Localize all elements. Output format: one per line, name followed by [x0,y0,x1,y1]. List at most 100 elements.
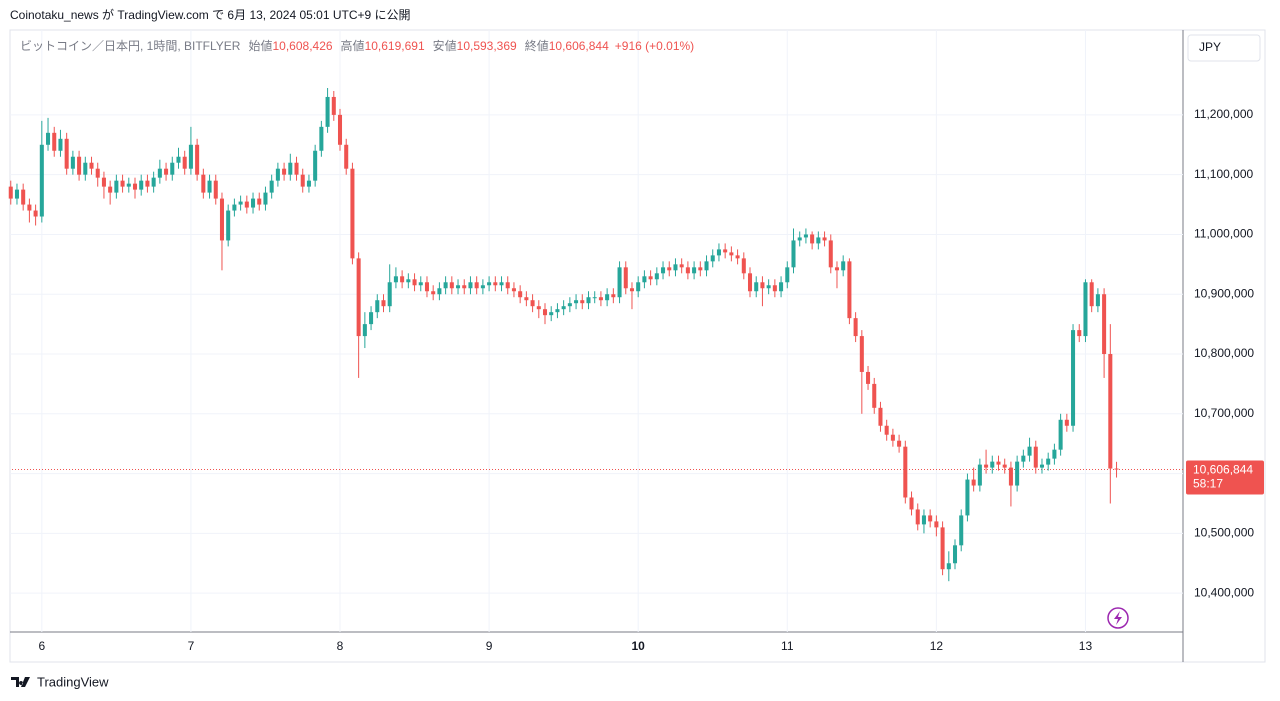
candle-body [480,285,485,289]
candle-body [83,162,88,175]
candle-body [779,282,784,292]
candle-body [1046,458,1051,465]
candle-body [406,279,411,283]
logo: TradingView [11,674,109,689]
candle-body [288,162,293,175]
candle-body [685,267,690,274]
candle-body [263,192,268,205]
candle-body [810,234,815,244]
candle-body [269,180,274,193]
candle-body [487,282,492,286]
candle-body [275,168,280,181]
candle-body [803,234,808,238]
legend-name: 高値 [341,38,365,53]
candle-body [456,285,461,289]
candle-body [915,509,920,525]
candle-body [1102,294,1107,355]
candle-body [598,297,603,301]
candle-body [306,180,311,187]
candle-body [213,180,218,199]
candle-body [33,210,38,217]
currency-box[interactable] [1187,34,1261,62]
candle-body [1039,464,1045,468]
candle-body [661,267,666,274]
y-tick-label: 11,200,000 [1194,107,1253,121]
candle-body [151,177,156,187]
candle-body [741,258,746,274]
candle-body [698,267,703,271]
candle-body [890,434,895,441]
candle-body [182,156,187,169]
candle-body [629,288,634,292]
candle-body [511,288,516,292]
candle-body [574,300,579,304]
y-tick-label: 10,900,000 [1194,286,1254,300]
candle-body [971,479,976,486]
candle-body [592,297,597,299]
candle-body [859,336,864,372]
candle-body [8,186,13,199]
candle-body [580,300,585,304]
candle-body [909,497,914,510]
y-tick-label: 10,400,000 [1194,585,1254,599]
candle-body [319,126,324,151]
candle-body [729,252,734,256]
candle-body [58,138,63,151]
icon-bolt [1114,611,1122,625]
header: Coinotaku_news が TradingView.com で 6月 13… [10,7,411,22]
candle-body [555,309,560,313]
candle-body [977,464,982,486]
candle-body [437,288,442,295]
candle-body [673,264,678,271]
candle-body [940,527,945,570]
candle-body [760,282,765,289]
candle-body [623,267,628,289]
candle-body [474,282,479,289]
candle-body [39,144,44,217]
candle-body [524,297,529,301]
candle-body [89,162,94,169]
candle-body [362,324,367,337]
candle-body [934,521,939,528]
y-tick-label: 10,700,000 [1194,406,1254,420]
candle-body [369,312,374,325]
x-tick-label: 10 [632,639,646,653]
candle-body [959,515,964,546]
candle-body [412,279,417,286]
candle-body [605,294,610,301]
y-tick-label: 10,500,000 [1194,526,1254,540]
candle-body [723,249,728,253]
candle-body [747,273,753,292]
x-tick-label: 8 [337,639,344,653]
candle-body [1008,467,1013,486]
candle-body [946,563,951,570]
candle-body [52,132,57,151]
legend-value: 10,593,369 [457,39,517,53]
countdown: 58:17 [1193,477,1223,491]
candle-body [884,425,889,435]
candle-body [642,276,647,283]
candle-body [549,312,554,316]
candle-body [64,138,69,169]
y-tick-label: 11,000,000 [1194,227,1253,241]
candle-body [1027,446,1032,456]
frame [9,29,1266,663]
legend-name: 始値 [248,38,272,53]
candle-body [530,300,535,307]
candle-body [866,371,871,384]
candle-body [14,189,19,199]
candle-body [897,440,902,447]
lightning-icon[interactable] [1107,607,1129,629]
candle-body [257,198,262,205]
candle-body [785,267,790,283]
x-tick-label: 12 [930,639,944,653]
candle-body [921,515,926,525]
candle-body [356,258,361,337]
candle-body [518,291,523,298]
candle-body [337,114,343,145]
x-tick-label: 7 [188,639,195,653]
candle-body [21,189,26,205]
candle-body [219,198,224,241]
candle-body [418,282,423,286]
candle-body [400,276,405,283]
